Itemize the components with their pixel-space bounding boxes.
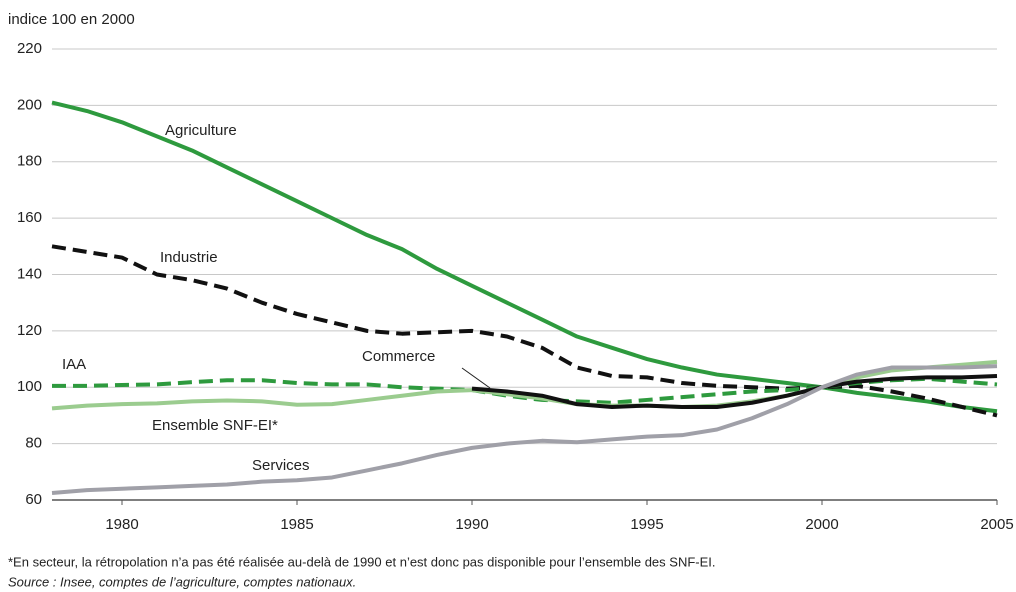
series-label: Industrie (160, 249, 218, 266)
y-tick-label: 180 (17, 153, 42, 170)
y-tick-label: 60 (25, 491, 42, 508)
series-label: IAA (62, 356, 86, 373)
x-tick-label: 1995 (630, 516, 663, 533)
series-label: Commerce (362, 348, 435, 365)
x-tick-label: 1990 (455, 516, 488, 533)
x-tick-label: 2000 (805, 516, 838, 533)
y-tick-label: 120 (17, 322, 42, 339)
y-tick-label: 100 (17, 378, 42, 395)
y-tick-label: 200 (17, 96, 42, 113)
y-tick-label: 140 (17, 265, 42, 282)
series-label: Services (252, 457, 310, 474)
footnote: *En secteur, la rétropolation n’a pas ét… (8, 554, 716, 569)
y-axis-label: indice 100 en 2000 (8, 11, 135, 28)
series-line (51, 364, 998, 495)
series-line (51, 100, 998, 414)
source: Source : Insee, comptes de l’agriculture… (8, 574, 356, 589)
y-tick-label: 220 (17, 40, 42, 57)
y-tick-label: 160 (17, 209, 42, 226)
x-tick-label: 1980 (105, 516, 138, 533)
y-tick-label: 80 (25, 435, 42, 452)
x-tick-label: 1985 (280, 516, 313, 533)
series-label: Ensemble SNF-EI* (152, 417, 278, 434)
x-tick-label: 2005 (980, 516, 1013, 533)
series-label: Agriculture (165, 122, 237, 139)
leader-line (461, 367, 491, 389)
series-line (471, 373, 998, 409)
